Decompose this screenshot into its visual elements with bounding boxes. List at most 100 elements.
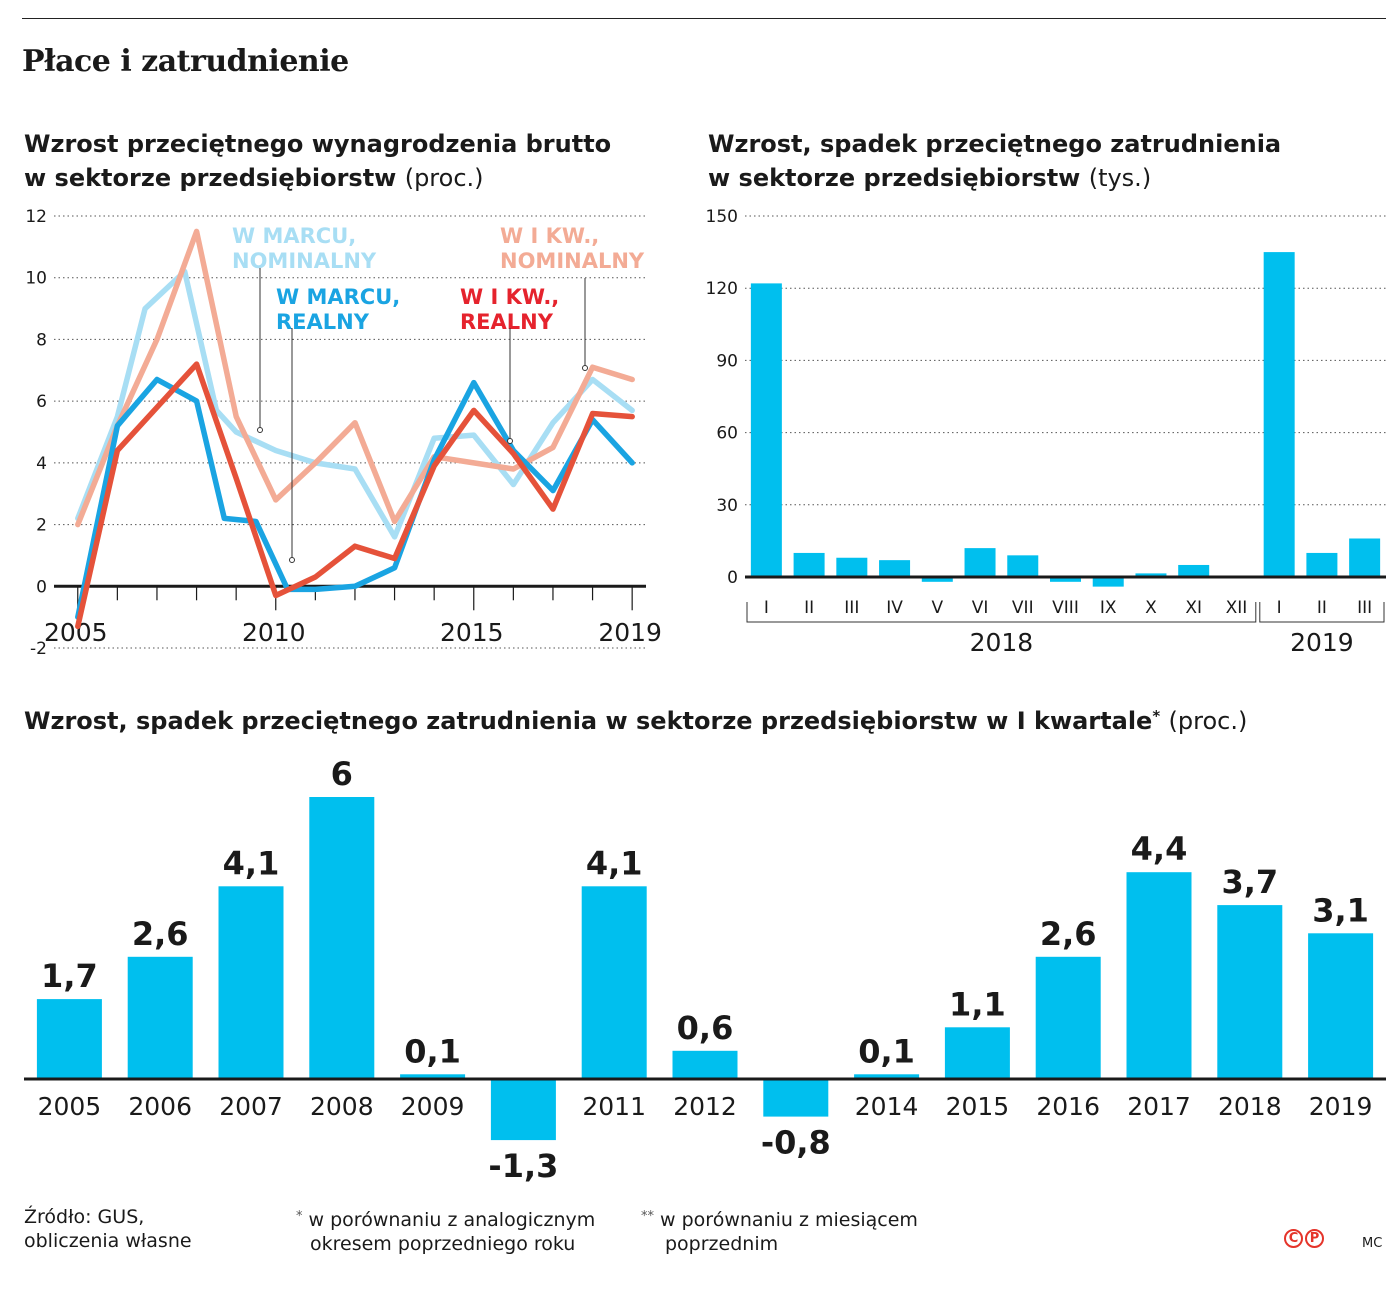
- wages-y-tick-label: -2: [30, 639, 47, 659]
- monthly-bar: [1263, 252, 1295, 577]
- monthly-bar: [964, 548, 996, 577]
- quarterly-value-label: 3,7: [1221, 863, 1278, 901]
- wages-label-dot: [507, 438, 513, 444]
- wages-y-tick-label: 4: [36, 454, 47, 474]
- quarterly-bar: [1308, 933, 1374, 1079]
- wages-series-label-line1: W MARCU,: [232, 224, 356, 248]
- logo-c-icon: C: [1284, 1229, 1303, 1248]
- monthly-x-tick-label: VII: [1012, 598, 1034, 618]
- wages-y-tick-label: 8: [36, 330, 47, 350]
- quarterly-value-label: 0,1: [858, 1032, 915, 1070]
- monthly-bar: [793, 552, 825, 577]
- footnote-2-line1: w porównaniu z miesiącem: [660, 1209, 918, 1231]
- monthly-x-tick-label: IV: [886, 598, 903, 618]
- wages-series-label-line2: REALNY: [276, 310, 370, 334]
- monthly-bar: [1349, 538, 1381, 577]
- quarterly-x-tick-label: 2008: [310, 1092, 374, 1121]
- monthly-bar: [1050, 577, 1081, 582]
- quarterly-x-tick-label: 2009: [401, 1092, 465, 1121]
- quarterly-bar: [127, 956, 193, 1079]
- monthly-bar: [1178, 564, 1210, 577]
- monthly-x-tick-label: III: [1357, 598, 1372, 618]
- monthly-title-line2: w sektorze przedsiębiorstw: [708, 164, 1081, 192]
- quarterly-unit: (proc.): [1168, 707, 1248, 735]
- quarterly-value-label: 6: [331, 755, 353, 793]
- quarterly-value-label: -1,3: [488, 1147, 558, 1185]
- monthly-x-tick-label: VI: [972, 598, 989, 618]
- logo-p-icon: P: [1305, 1229, 1324, 1248]
- quarterly-bar: [854, 1074, 920, 1079]
- footnote-1-line2: okresem poprzedniego roku: [310, 1233, 576, 1255]
- quarterly-bar: [490, 1079, 556, 1141]
- wages-title-line2: w sektorze przedsiębiorstw: [24, 164, 397, 192]
- monthly-x-tick-label: I: [1277, 598, 1282, 618]
- wages-y-tick-label: 12: [25, 207, 47, 227]
- quarterly-bar: [309, 797, 375, 1079]
- monthly-bar: [921, 577, 953, 582]
- monthly-x-tick-label: X: [1145, 598, 1157, 618]
- top-rule: [22, 18, 1386, 19]
- wages-x-tick-label: 2010: [242, 618, 306, 647]
- quarterly-x-tick-label: 2006: [128, 1092, 192, 1121]
- wages-y-tick-label: 10: [25, 269, 47, 289]
- monthly-x-tick-label: XII: [1226, 598, 1248, 618]
- monthly-y-tick-label: 60: [716, 424, 738, 444]
- quarterly-x-tick-label: 2007: [219, 1092, 283, 1121]
- quarterly-bar: [672, 1050, 738, 1079]
- wages-y-tick-label: 0: [36, 577, 47, 597]
- footnote-1-star: *: [296, 1209, 303, 1224]
- quarterly-value-label: 1,1: [949, 985, 1006, 1023]
- quarterly-bar: [400, 1074, 466, 1079]
- monthly-group-bracket: [746, 602, 1257, 623]
- wages-label-dot: [289, 557, 295, 563]
- monthly-group-bracket: [1259, 602, 1385, 623]
- monthly-bar: [1135, 573, 1167, 577]
- footnote-1-line1: w porównaniu z analogicznym: [308, 1209, 596, 1231]
- quarterly-x-tick-label: 2016: [1036, 1092, 1100, 1121]
- quarterly-bar-chart: 1,7 2005 2,6 2006 4,1 2007 6 2008 0,1 2009 -1,3 4,1…: [24, 755, 1386, 1185]
- quarterly-bar: [1126, 872, 1192, 1079]
- monthly-y-tick-label: 120: [706, 279, 738, 299]
- footnote-1: * w porównaniu z analogicznym okresem po…: [296, 1205, 595, 1256]
- quarterly-bar: [218, 886, 284, 1079]
- author-initials: MC: [1362, 1236, 1383, 1251]
- quarterly-bar: [36, 999, 102, 1079]
- footnote-2-star: **: [641, 1209, 654, 1224]
- monthly-title-line1: Wzrost, spadek przeciętnego zatrudnienia: [708, 130, 1282, 158]
- quarterly-value-label: 0,1: [404, 1032, 461, 1070]
- wages-series-line-3: [75, 376, 635, 620]
- footnote-2-line2: poprzednim: [665, 1233, 779, 1255]
- wages-title-line1: Wzrost przeciętnego wynagrodzenia brutto: [24, 130, 612, 158]
- quarterly-value-label: 0,6: [677, 1009, 734, 1047]
- wages-series-label-line1: W I KW.,: [460, 285, 559, 309]
- wages-label-dot: [257, 427, 263, 433]
- monthly-chart-title: Wzrost, spadek przeciętnego zatrudnienia…: [708, 127, 1281, 195]
- wages-series-line-4: [75, 361, 635, 630]
- monthly-x-tick-label: V: [931, 598, 943, 618]
- quarterly-bar: [944, 1027, 1010, 1079]
- monthly-y-tick-label: 30: [716, 496, 738, 516]
- quarterly-chart-title: Wzrost, spadek przeciętnego zatrudnienia…: [24, 699, 1247, 738]
- monthly-x-tick-label: I: [764, 598, 769, 618]
- quarterly-bar: [1035, 956, 1101, 1079]
- wages-series-label-line2: REALNY: [460, 310, 554, 334]
- quarterly-value-label: -0,8: [761, 1124, 831, 1162]
- wages-x-tick-label: 2005: [44, 618, 108, 647]
- quarterly-x-tick-label: 2005: [38, 1092, 102, 1121]
- quarterly-value-label: 2,6: [132, 915, 189, 953]
- monthly-bar: [750, 283, 782, 577]
- publisher-logo: C P: [1284, 1229, 1324, 1248]
- monthly-y-tick-label: 90: [716, 351, 738, 371]
- quarterly-value-label: 4,4: [1131, 830, 1188, 868]
- source-note: Źródło: GUS, obliczenia własne: [24, 1205, 192, 1253]
- wages-series-line-2: [75, 228, 635, 528]
- wages-y-tick-label: 6: [36, 392, 47, 412]
- wages-series-label-line2: NOMINALNY: [232, 249, 377, 273]
- monthly-y-tick-label: 150: [706, 207, 738, 227]
- quarterly-x-tick-label: 2012: [673, 1092, 737, 1121]
- page-title: Płace i zatrudnienie: [22, 44, 349, 79]
- source-line1: Źródło: GUS,: [24, 1206, 145, 1228]
- wages-x-tick-label: 2019: [598, 618, 662, 647]
- source-line2: obliczenia własne: [24, 1230, 192, 1252]
- footnote-2: ** w porównaniu z miesiącem poprzednim: [641, 1205, 918, 1256]
